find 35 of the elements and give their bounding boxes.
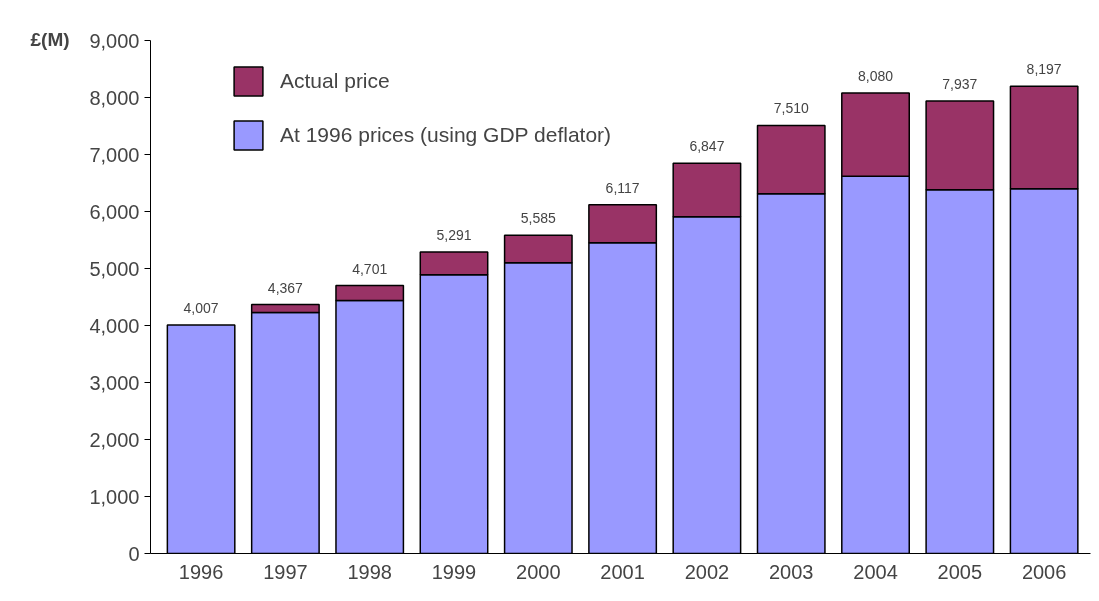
y-tick-label: 1,000 bbox=[89, 485, 140, 508]
y-tick-label: 7,000 bbox=[89, 143, 140, 166]
x-tick-label: 2005 bbox=[937, 560, 983, 583]
x-tick-label: 2002 bbox=[684, 560, 730, 583]
total-label: 8,080 bbox=[858, 67, 894, 84]
total-label: 4,701 bbox=[352, 260, 388, 277]
legend-label: At 1996 prices (using GDP deflator) bbox=[280, 123, 612, 147]
legend-label: Actual price bbox=[280, 69, 390, 93]
y-tick-label: 5,000 bbox=[89, 257, 140, 280]
x-tick-label: 2003 bbox=[768, 560, 814, 583]
y-tick-label: 8,000 bbox=[89, 86, 140, 109]
total-label: 4,007 bbox=[183, 300, 219, 317]
y-tick-label: 6,000 bbox=[89, 200, 140, 223]
y-tick-label: 0 bbox=[128, 542, 140, 565]
total-label: 6,847 bbox=[689, 138, 725, 155]
x-tick-label: 1997 bbox=[263, 560, 308, 583]
y-tick-label: 3,000 bbox=[89, 371, 140, 394]
total-label: 4,367 bbox=[267, 279, 304, 296]
x-tick-label: 1999 bbox=[431, 560, 477, 583]
y-axis-title: £(M) bbox=[30, 28, 70, 50]
total-label: 5,291 bbox=[436, 226, 472, 243]
y-tick-label: 2,000 bbox=[89, 428, 140, 451]
total-label: 7,937 bbox=[942, 76, 978, 93]
total-label: 6,117 bbox=[605, 179, 640, 196]
x-tick-label: 2006 bbox=[1021, 560, 1067, 583]
total-label: 7,510 bbox=[773, 100, 809, 117]
y-tick-label: 9,000 bbox=[89, 29, 140, 52]
y-tick-label: 4,000 bbox=[89, 314, 140, 337]
x-tick-label: 1998 bbox=[347, 560, 392, 583]
x-tick-label: 2001 bbox=[600, 560, 645, 583]
x-tick-label: 2000 bbox=[516, 560, 561, 583]
total-label: 8,197 bbox=[1026, 61, 1062, 78]
total-label: 5,585 bbox=[520, 210, 557, 227]
x-tick-label: 1996 bbox=[178, 560, 224, 583]
x-tick-label: 2004 bbox=[853, 560, 898, 583]
